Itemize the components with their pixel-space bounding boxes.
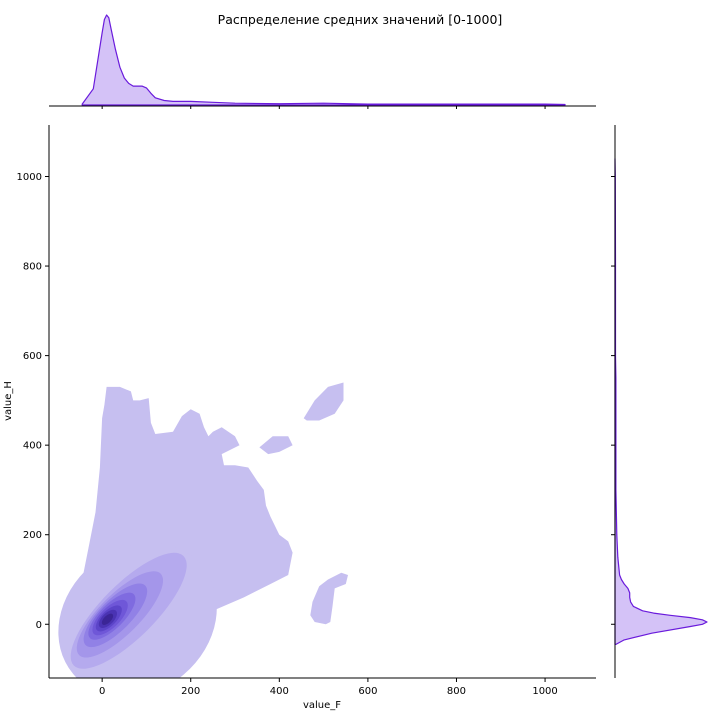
x-tick-label: 1000 xyxy=(532,686,557,697)
kde-outer-region-2 xyxy=(259,436,293,455)
x-tick-label: 0 xyxy=(99,686,105,697)
y-tick-label: 400 xyxy=(23,441,42,452)
main-kde-plot xyxy=(58,382,348,678)
marginal-y-density xyxy=(614,158,708,645)
x-tick-label: 200 xyxy=(181,686,200,697)
kde-outer-region-4 xyxy=(310,572,348,625)
y-axis-label: value_H xyxy=(3,381,14,421)
marginal-x-plot xyxy=(49,14,596,109)
y-tick-label: 600 xyxy=(23,351,42,362)
x-tick-label: 800 xyxy=(447,686,466,697)
kde-level-9 xyxy=(101,613,114,625)
marginal-y-plot xyxy=(611,125,708,678)
chart-title: Распределение средних значений [0-1000] xyxy=(218,12,503,27)
x-tick-label: 400 xyxy=(270,686,289,697)
x-tick-label: 600 xyxy=(358,686,377,697)
x-axis-label: value_F xyxy=(303,700,341,711)
y-tick-label: 200 xyxy=(23,530,42,541)
y-tick-label: 1000 xyxy=(17,172,42,183)
marginal-x-density xyxy=(81,14,566,106)
kde-outer-region-3 xyxy=(303,382,344,421)
axes-group: 0 200 400 600 800 1000 0 200 400 600 800 1000 xyxy=(17,125,596,697)
y-tick-label: 800 xyxy=(23,262,42,273)
y-tick-label: 0 xyxy=(36,620,42,631)
